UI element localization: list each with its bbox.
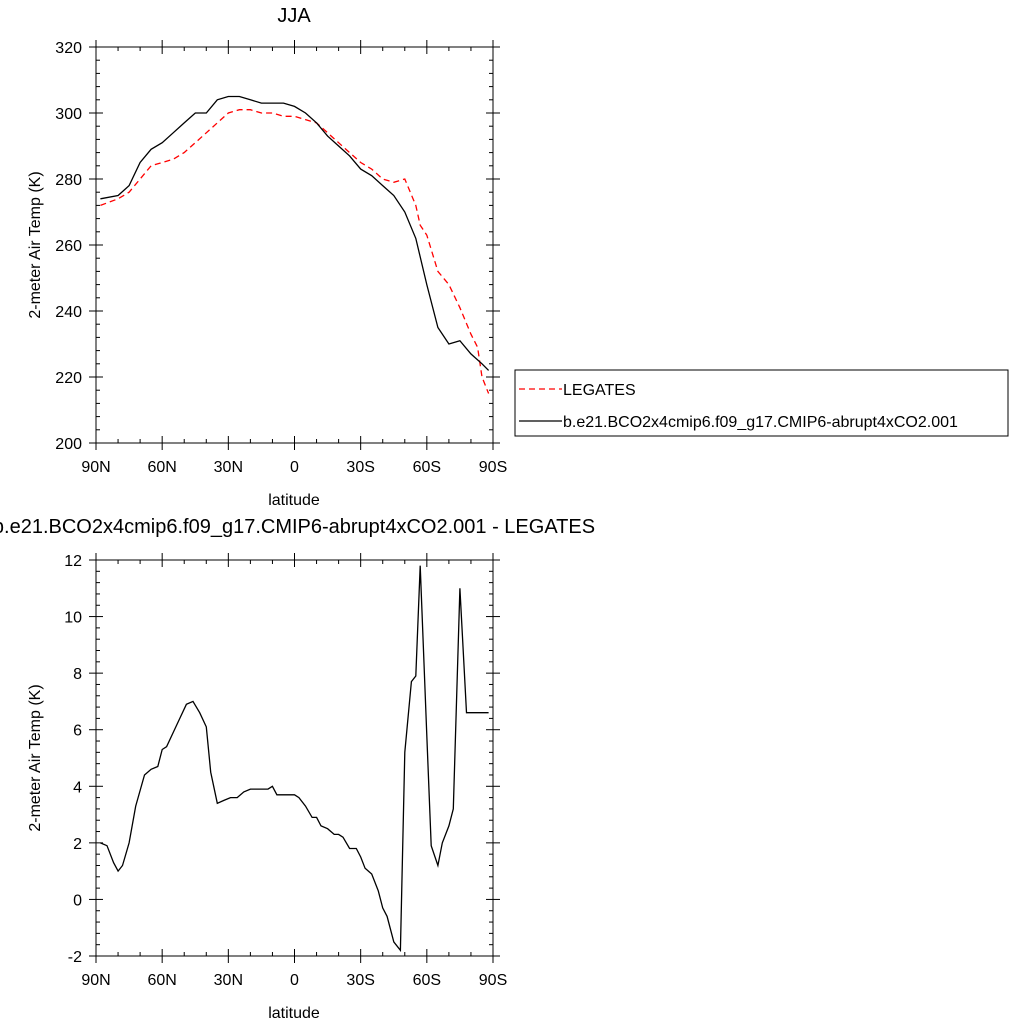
y-tick-label: 280 — [55, 172, 82, 189]
y-axis-label: 2-meter Air Temp (K) — [27, 684, 44, 831]
x-tick-label: 90S — [479, 459, 507, 476]
plot-frame — [95, 559, 494, 957]
x-tick-label: 30N — [214, 459, 243, 476]
series-line-2 — [100, 95, 490, 371]
y-tick-label: 8 — [73, 666, 82, 683]
y-tick-label: 6 — [73, 723, 82, 740]
y-tick-label: 12 — [64, 553, 82, 570]
legend-label-model: b.e21.BCO2x4cmip6.f09_g17.CMIP6-abrupt4x… — [563, 414, 958, 431]
y-tick-label: 4 — [73, 779, 82, 796]
y-axis-label: 2-meter Air Temp (K) — [27, 171, 44, 318]
x-tick-label: 60S — [413, 459, 441, 476]
x-tick-label: 0 — [290, 972, 299, 989]
y-tick-label: 320 — [55, 40, 82, 57]
x-tick-label: 30S — [346, 459, 374, 476]
x-tick-label: 30N — [214, 972, 243, 989]
legend-box — [514, 369, 1009, 437]
chart-title: JJA — [277, 5, 311, 27]
y-tick-label: 240 — [55, 304, 82, 321]
x-tick-label: 90N — [81, 459, 110, 476]
y-tick-label: -2 — [68, 949, 82, 966]
y-tick-label: 2 — [73, 836, 82, 853]
x-tick-label: 0 — [290, 459, 299, 476]
axis-ticks: 90N 60N 30N 0 30S 60S 90S 200 220 240 260 280 300 320 — [55, 40, 507, 476]
bottom-chart: b.e21.BCO2x4cmip6.f09_g17.CMIP6-abrupt4x… — [0, 516, 595, 1022]
legend: LEGATES b.e21.BCO2x4cmip6.f09_g17.CMIP6-… — [514, 369, 1009, 437]
top-chart: JJA 90N 60N 30N 0 30S 60S 90S 200 220 240 260 280 30… — [27, 5, 1009, 509]
chart-title: b.e21.BCO2x4cmip6.f09_g17.CMIP6-abrupt4x… — [0, 516, 595, 538]
series-line-1 — [100, 565, 489, 953]
x-tick-label: 60S — [413, 972, 441, 989]
series-line-1 — [100, 109, 490, 394]
x-tick-label: 60N — [147, 972, 176, 989]
x-axis-label: latitude — [268, 492, 320, 509]
plot-marks — [100, 565, 489, 953]
x-tick-label: 90S — [479, 972, 507, 989]
x-tick-label: 30S — [346, 972, 374, 989]
y-tick-label: 0 — [73, 892, 82, 909]
y-tick-label: 300 — [55, 106, 82, 123]
x-tick-label: 60N — [147, 459, 176, 476]
x-axis-label: latitude — [268, 1005, 320, 1022]
y-tick-label: 220 — [55, 370, 82, 387]
y-tick-label: 200 — [55, 436, 82, 453]
y-tick-label: 10 — [64, 610, 82, 627]
x-tick-label: 90N — [81, 972, 110, 989]
axis-ticks: 90N 60N 30N 0 30S 60S 90S -2 0 2 4 6 8 10 12 — [64, 553, 507, 989]
plot-marks — [100, 95, 490, 394]
y-tick-label: 260 — [55, 238, 82, 255]
legend-label-legates: LEGATES — [563, 382, 636, 399]
